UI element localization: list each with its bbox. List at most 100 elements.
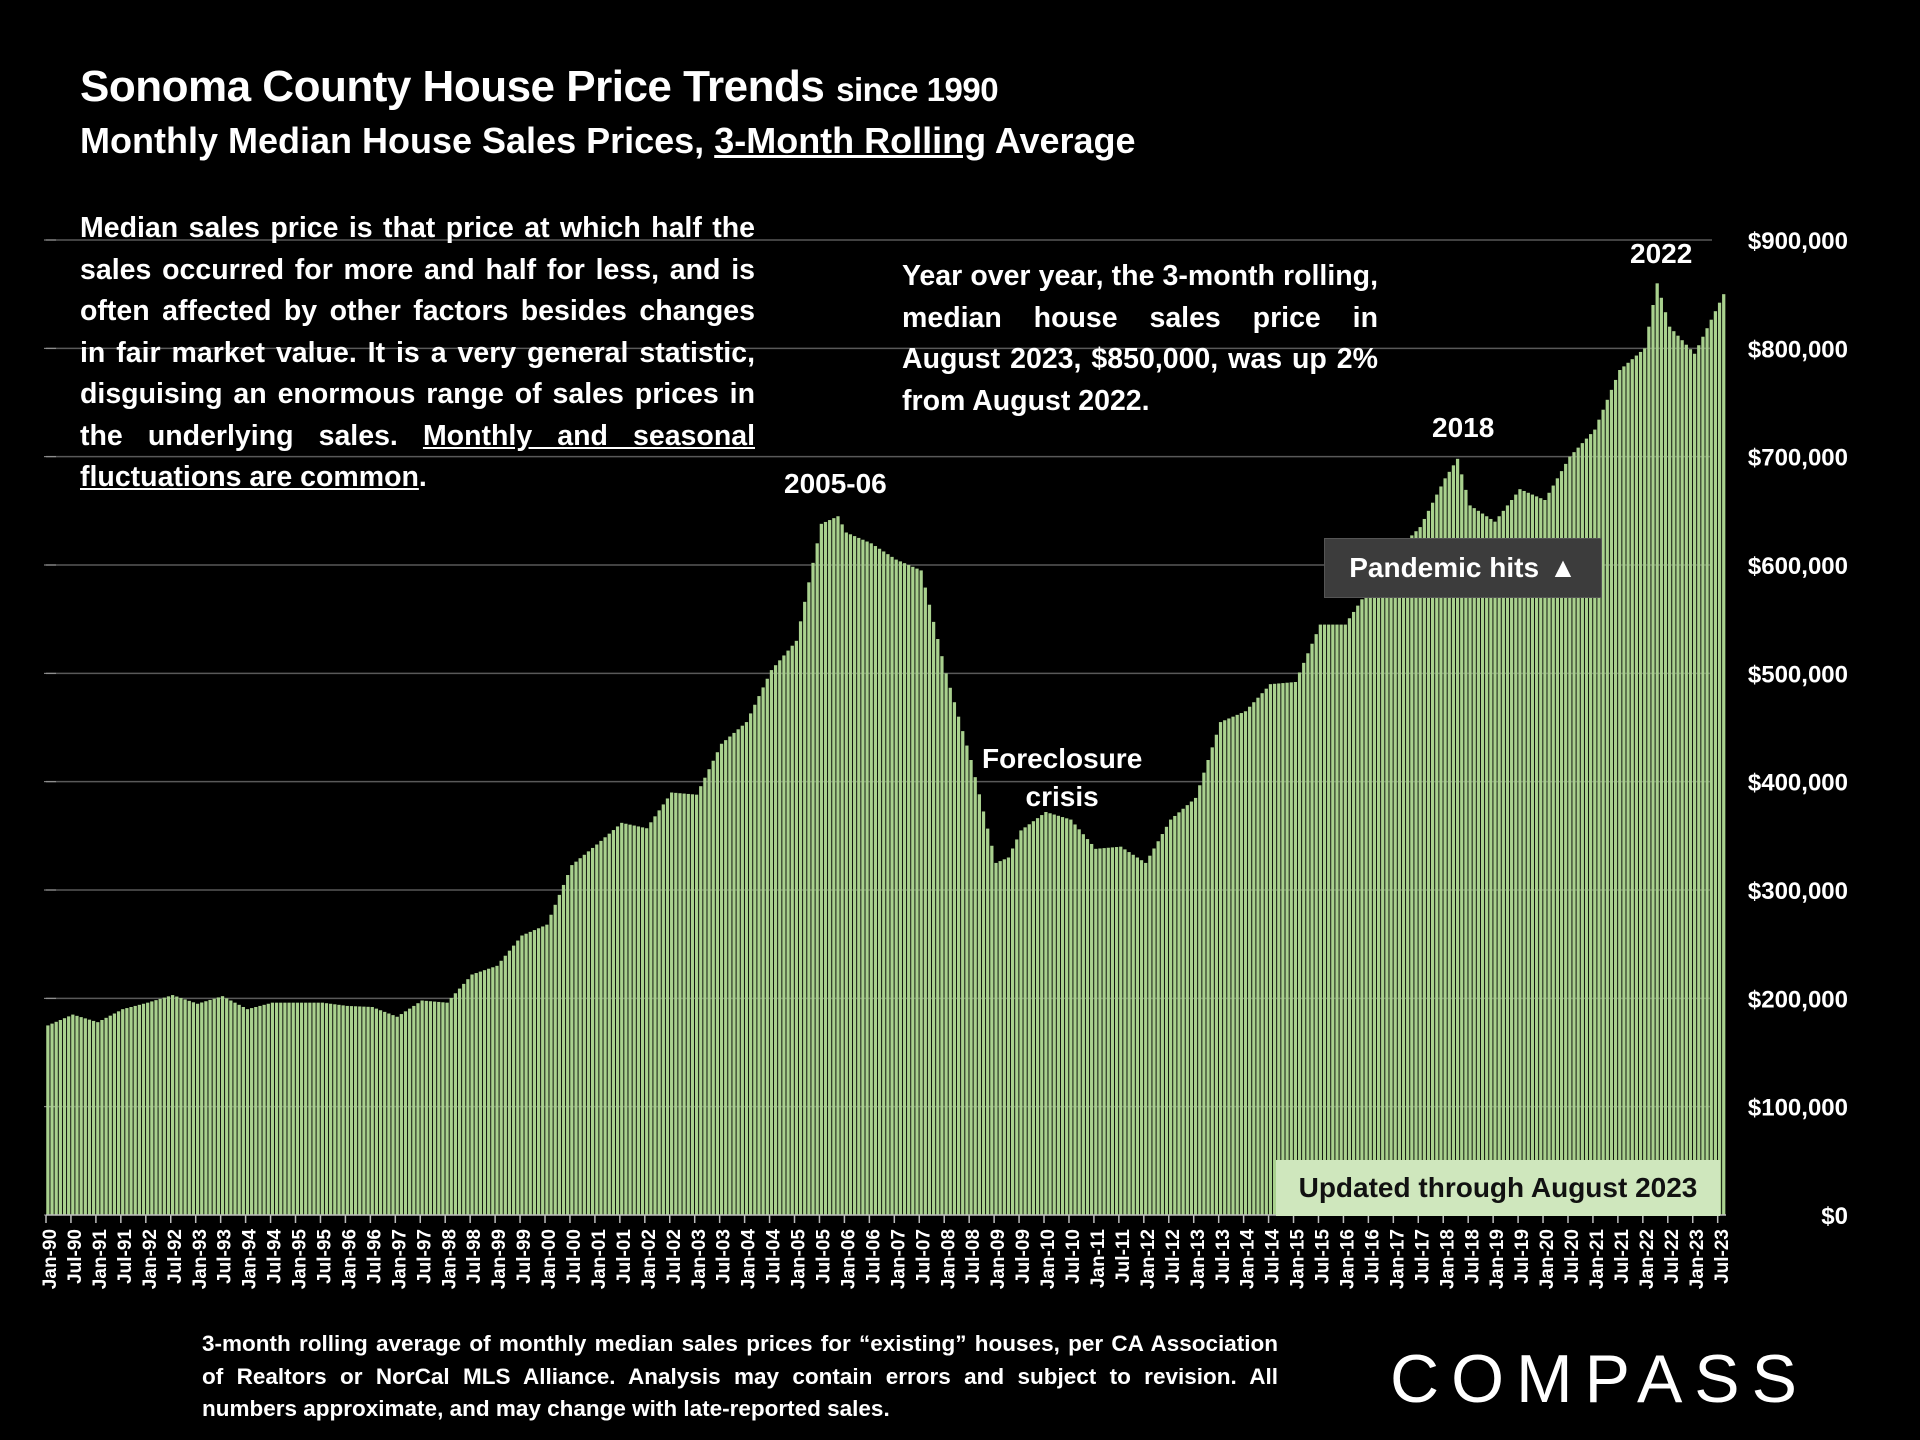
- annotation-2005-06: 2005-06: [784, 468, 887, 499]
- x-tick-label: Jan-92: [140, 1229, 161, 1289]
- annotation-foreclosure-crisis: Foreclosure crisis: [982, 740, 1142, 816]
- x-tick-label: Jan-09: [988, 1229, 1009, 1289]
- y-tick-label: $300,000: [1748, 878, 1848, 905]
- bar: [732, 732, 736, 1215]
- x-tick-label: Jul-05: [814, 1229, 835, 1284]
- bar: [1189, 801, 1194, 1215]
- bar: [898, 561, 902, 1215]
- x-tick-label: Jan-21: [1587, 1229, 1608, 1290]
- bar: [981, 811, 986, 1215]
- bar: [1015, 839, 1019, 1215]
- bar: [378, 1010, 383, 1215]
- x-tick-label: Jul-92: [165, 1229, 186, 1284]
- bar: [1218, 722, 1223, 1215]
- x-tick-label: Jan-00: [539, 1229, 560, 1289]
- bar: [1364, 592, 1368, 1215]
- bar: [1106, 847, 1110, 1215]
- bar: [108, 1015, 112, 1215]
- bar: [832, 518, 836, 1215]
- bar: [869, 543, 873, 1215]
- bar: [212, 998, 216, 1215]
- bar: [686, 793, 690, 1215]
- bar: [154, 1000, 158, 1215]
- bar: [1526, 492, 1530, 1215]
- bar: [591, 847, 595, 1215]
- bar: [1514, 494, 1518, 1215]
- y-tick-label: $400,000: [1748, 770, 1848, 797]
- bar: [1356, 605, 1360, 1215]
- bar: [1659, 297, 1663, 1215]
- bar: [1697, 345, 1701, 1215]
- bar: [146, 1002, 150, 1215]
- bar: [836, 516, 840, 1215]
- bar: [819, 523, 823, 1215]
- x-tick-label: Jan-96: [339, 1229, 360, 1289]
- subtitle-pre: Monthly Median House Sales Prices,: [80, 120, 705, 161]
- x-tick-label: Jan-03: [689, 1229, 710, 1289]
- bar: [478, 971, 482, 1215]
- bar: [91, 1020, 96, 1215]
- x-tick-label: Jul-20: [1562, 1229, 1583, 1284]
- bar: [661, 804, 665, 1215]
- x-tick-label: Jul-98: [464, 1229, 485, 1284]
- bar: [570, 865, 574, 1215]
- bar: [75, 1015, 79, 1215]
- x-tick-label: Jul-90: [65, 1229, 86, 1284]
- bar: [1035, 818, 1040, 1215]
- bar: [1285, 682, 1289, 1215]
- bar: [204, 1001, 208, 1215]
- bar: [1543, 500, 1547, 1215]
- bar: [786, 650, 790, 1215]
- bar: [432, 1001, 437, 1215]
- bar: [736, 729, 740, 1215]
- bar: [241, 1007, 245, 1215]
- bar: [1551, 485, 1555, 1215]
- x-tick-label: Jul-02: [664, 1229, 685, 1284]
- x-tick-label: Jul-13: [1213, 1229, 1234, 1284]
- updated-badge: Updated through August 2023: [1276, 1160, 1720, 1216]
- bar: [894, 559, 898, 1215]
- bar: [1056, 815, 1061, 1215]
- bar: [1622, 366, 1626, 1215]
- note-left-text: Median sales price is that price at whic…: [80, 212, 755, 452]
- bar: [1572, 452, 1576, 1215]
- bar: [1023, 827, 1027, 1215]
- bar: [482, 970, 487, 1215]
- bar: [524, 933, 528, 1215]
- bar: [640, 827, 645, 1215]
- bar: [1264, 688, 1268, 1215]
- bar: [828, 520, 832, 1215]
- bar: [349, 1006, 354, 1215]
- foreclosure-line2: crisis: [1025, 781, 1099, 812]
- bar: [624, 823, 628, 1215]
- y-tick-label: $500,000: [1748, 661, 1848, 688]
- x-tick-label: Jan-95: [290, 1229, 311, 1290]
- bar: [179, 997, 183, 1215]
- bar: [578, 858, 582, 1215]
- bar: [1684, 344, 1688, 1215]
- bar: [403, 1011, 408, 1215]
- bar: [1281, 683, 1285, 1215]
- bar: [441, 1002, 445, 1215]
- bar: [1060, 817, 1065, 1215]
- x-tick-label: Jan-11: [1088, 1229, 1109, 1289]
- x-tick-label: Jul-11: [1113, 1229, 1134, 1283]
- bar: [1468, 505, 1472, 1216]
- bar: [1426, 510, 1431, 1215]
- bar: [1110, 847, 1115, 1215]
- x-tick-label: Jul-07: [913, 1229, 934, 1284]
- bar: [54, 1021, 58, 1215]
- bar: [1692, 353, 1697, 1215]
- bar: [707, 769, 711, 1215]
- bar: [948, 687, 952, 1215]
- x-tick-label: Jan-08: [938, 1229, 959, 1289]
- bar: [1002, 859, 1006, 1215]
- x-tick-label: Jul-06: [863, 1229, 884, 1284]
- pandemic-hits-callout: Pandemic hits ▲: [1324, 538, 1602, 598]
- bar: [1347, 618, 1352, 1215]
- bar: [865, 541, 869, 1215]
- bar: [1389, 557, 1393, 1215]
- bar: [757, 696, 761, 1215]
- bar: [1052, 814, 1056, 1215]
